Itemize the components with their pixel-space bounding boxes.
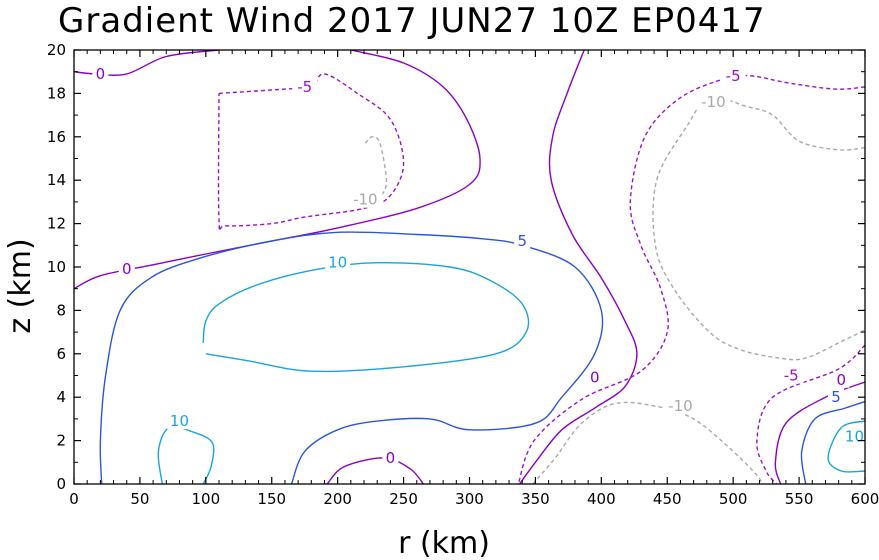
contour-label-bg: [166, 412, 192, 430]
x-tick-label: 100: [192, 490, 221, 508]
contour-label: -10: [353, 191, 378, 209]
contour-line-neg10-14: [652, 96, 865, 361]
contour-label: 0: [122, 260, 132, 278]
x-tick-label: 150: [257, 490, 286, 508]
contour-label: -5: [784, 367, 799, 385]
contour-line-10-8: [157, 425, 215, 484]
contour-label-bg: [382, 448, 399, 466]
x-tick-label: 400: [587, 490, 616, 508]
contour-line-neg5-12: [756, 344, 865, 484]
contour-label: 5: [831, 388, 841, 406]
contour-label: -5: [297, 78, 312, 96]
contour-label: 0: [96, 65, 106, 83]
contour-label-bg: [778, 366, 804, 384]
x-tick-label: 550: [785, 490, 814, 508]
contour-label: 10: [845, 427, 864, 445]
contour-label: -10: [701, 93, 726, 111]
contour-label: -10: [668, 397, 693, 415]
contour-line-0-1: [74, 50, 481, 290]
contour-label-bg: [696, 93, 731, 111]
contour-label: 10: [170, 412, 189, 430]
contour-line-5-6: [800, 400, 865, 484]
y-tick-label: 0: [56, 475, 66, 493]
contour-line-neg5-11: [517, 74, 865, 484]
y-tick-label: 12: [47, 215, 66, 233]
contour-label: -5: [726, 67, 741, 85]
contour-line-0-3: [326, 457, 424, 484]
contour-label-bg: [118, 260, 135, 278]
contour-label: 10: [328, 254, 347, 272]
contour-line-10-9: [827, 420, 865, 473]
y-tick-label: 16: [47, 128, 66, 146]
y-tick-label: 10: [47, 258, 66, 276]
contour-label: 0: [836, 371, 846, 389]
contour-label: 0: [386, 449, 396, 467]
contour-label-bg: [514, 231, 531, 249]
y-tick-label: 4: [56, 388, 66, 406]
x-tick-label: 300: [455, 490, 484, 508]
y-tick-label: 6: [56, 345, 66, 363]
x-tick-label: 350: [521, 490, 550, 508]
y-axis-title: z (km): [3, 238, 38, 333]
contour-layer: [74, 50, 865, 484]
y-axis: 0 2 4 6 8 10 12 14 16 18 20: [47, 41, 865, 493]
x-axis-title: r (km): [398, 526, 490, 560]
contour-label: 0: [590, 369, 600, 387]
x-tick-label: 500: [719, 490, 748, 508]
y-tick-label: 2: [56, 432, 66, 450]
chart-title: Gradient Wind 2017 JUN27 10Z EP0417: [58, 1, 766, 41]
x-tick-label: 600: [851, 490, 879, 508]
x-tick-label: 200: [323, 490, 352, 508]
contour-label-bg: [92, 64, 109, 82]
contour-label-bg: [348, 190, 383, 208]
contour-label-bg: [586, 368, 603, 386]
contour-label-bg: [663, 396, 698, 414]
contour-line-0-2: [519, 50, 638, 484]
contour-label-bg: [720, 67, 746, 85]
x-axis: 0 50 100 150 200 250 300 350 400 450 500 550 600: [69, 50, 879, 508]
x-tick-label: 250: [389, 490, 418, 508]
contour-line-5-5: [99, 231, 604, 484]
y-tick-label: 8: [56, 301, 66, 319]
x-tick-label: 50: [130, 490, 149, 508]
y-tick-label: 20: [47, 41, 66, 59]
contour-line-10-7: [202, 261, 530, 373]
plot-frame: [73, 49, 866, 485]
contour-line-neg10-15: [532, 401, 763, 484]
y-tick-label: 18: [47, 84, 66, 102]
contour-label-bg: [827, 388, 844, 406]
contour-line-0-0: [74, 50, 220, 76]
contour-label-bg: [833, 370, 850, 388]
contour-label-bg: [325, 253, 351, 271]
y-tick-label: 14: [47, 171, 66, 189]
contour-label-bg: [292, 77, 318, 95]
x-tick-label: 0: [69, 490, 79, 508]
x-tick-label: 450: [653, 490, 682, 508]
contour-label: 5: [517, 232, 527, 250]
